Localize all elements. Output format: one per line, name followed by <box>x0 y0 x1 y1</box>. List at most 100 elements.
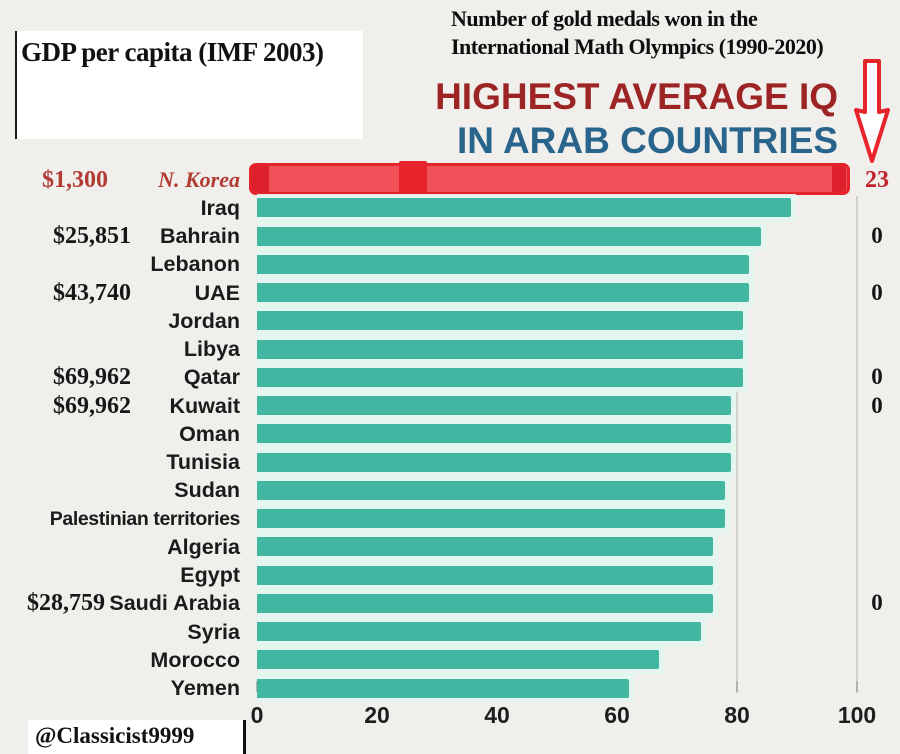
gold-medals-note-line2: International Math Olympics (1990-2020) <box>451 34 824 59</box>
country-label: Algeria <box>167 534 240 559</box>
bar <box>257 367 743 387</box>
bar <box>257 480 725 500</box>
axis-tick-label: 100 <box>837 702 877 728</box>
bar-row: Egypt <box>0 561 900 590</box>
axis-tick-label: 80 <box>724 702 750 728</box>
bar-track <box>257 645 664 674</box>
bar-row: Jordan <box>0 306 900 335</box>
country-label: N. Korea <box>158 166 240 192</box>
bar-row: Tunisia <box>0 448 900 477</box>
bar-track <box>257 617 706 646</box>
bar-row: Morocco <box>0 645 900 674</box>
bar-track <box>257 250 754 279</box>
red-marker-bar <box>249 161 850 195</box>
bar-row: Palestinian territories <box>0 504 900 533</box>
red-marker-stroke <box>832 166 846 192</box>
gdp-label: $43,740 <box>53 279 131 306</box>
bar-track <box>257 193 796 222</box>
bar <box>257 537 713 557</box>
bar <box>257 424 731 444</box>
bar-track <box>257 419 736 448</box>
bar <box>257 452 731 472</box>
gold-medal-count: 0 <box>871 223 883 248</box>
bar-track <box>257 476 730 505</box>
bar <box>257 565 713 585</box>
gdp-label: $25,851 <box>53 223 131 249</box>
bar-row: Syria <box>0 617 900 646</box>
gold-medal-count: 23 <box>865 166 889 193</box>
chart-title-line1: HIGHEST AVERAGE IQ <box>435 76 838 117</box>
axis-tick-label: 20 <box>364 702 390 728</box>
country-label: Kuwait <box>169 393 240 418</box>
gold-medal-count: 0 <box>871 590 883 616</box>
bar-track <box>257 335 748 364</box>
axis-tick-label: 40 <box>484 702 510 728</box>
gdp-label: $69,962 <box>53 392 131 419</box>
bar-row: Oman <box>0 419 900 448</box>
gridline <box>736 196 738 693</box>
bar <box>257 254 749 274</box>
red-marker-stroke <box>252 166 269 192</box>
axis-tick-label: 0 <box>250 702 264 728</box>
watermark-box: @Classicist9999 <box>28 720 246 754</box>
bar <box>257 226 761 246</box>
bar-track <box>257 589 718 618</box>
axis-tick <box>856 681 858 692</box>
axis-tick-label: 60 <box>604 702 630 728</box>
country-label: Sudan <box>174 478 240 503</box>
country-label: Oman <box>179 421 240 446</box>
bar-track <box>257 504 730 533</box>
bar-track <box>257 561 718 590</box>
watermark-handle: @Classicist9999 <box>35 723 195 748</box>
bar <box>257 283 749 303</box>
bar-row: $69,962 Qatar 0 <box>0 363 900 392</box>
bar-track <box>257 306 748 335</box>
bar-track <box>257 674 634 703</box>
bar <box>257 311 743 331</box>
bar-row: $43,740 UAE 0 <box>0 278 900 307</box>
bar <box>257 339 743 359</box>
country-label: Jordan <box>168 308 240 333</box>
country-label: Syria <box>187 619 240 644</box>
gold-medal-count: 0 <box>871 392 883 418</box>
gridline <box>856 196 858 693</box>
gold-medal-count: 0 <box>871 279 883 305</box>
gdp-label: $28,759 <box>27 590 105 617</box>
bar-row: Sudan <box>0 476 900 505</box>
country-label: UAE <box>194 280 240 305</box>
red-marker-stroke <box>399 161 427 195</box>
bar-row: $1,300 N. Korea 23 <box>0 161 900 195</box>
country-label: Bahrain <box>159 224 240 248</box>
bar <box>257 650 659 670</box>
axis-tick <box>736 681 738 692</box>
red-down-arrow-icon <box>854 59 890 163</box>
bar <box>257 396 731 416</box>
bar-track <box>257 391 736 420</box>
bar-row: $25,851 Bahrain 0 <box>0 222 900 251</box>
country-label: Tunisia <box>166 450 240 474</box>
gdp-note-text: GDP per capita (IMF 2003) <box>21 37 324 67</box>
bar <box>257 622 701 642</box>
bar-row: $69,962 Kuwait 0 <box>0 391 900 420</box>
bar <box>257 678 629 698</box>
gdp-label: $69,962 <box>53 364 131 391</box>
bar-row: Iraq <box>0 193 900 222</box>
gdp-note-box: GDP per capita (IMF 2003) <box>15 31 363 139</box>
chart-title-line2: IN ARAB COUNTRIES <box>457 120 838 161</box>
country-label: Qatar <box>183 365 240 390</box>
country-label: Palestinian territories <box>49 507 241 530</box>
bar-row: Libya <box>0 335 900 364</box>
bar-track <box>257 278 754 307</box>
country-label: Iraq <box>200 195 240 220</box>
country-label: Morocco <box>150 647 240 672</box>
bar-track <box>257 363 748 392</box>
bar-row: $28,759 Saudi Arabia 0 <box>0 589 900 618</box>
country-label: Lebanon <box>150 252 240 277</box>
country-label: Libya <box>183 337 240 361</box>
gdp-label: $1,300 <box>42 166 108 193</box>
gold-medal-count: 0 <box>871 364 883 390</box>
bar-row: Yemen <box>0 674 900 703</box>
bar-track <box>257 222 766 251</box>
bar <box>257 198 791 218</box>
